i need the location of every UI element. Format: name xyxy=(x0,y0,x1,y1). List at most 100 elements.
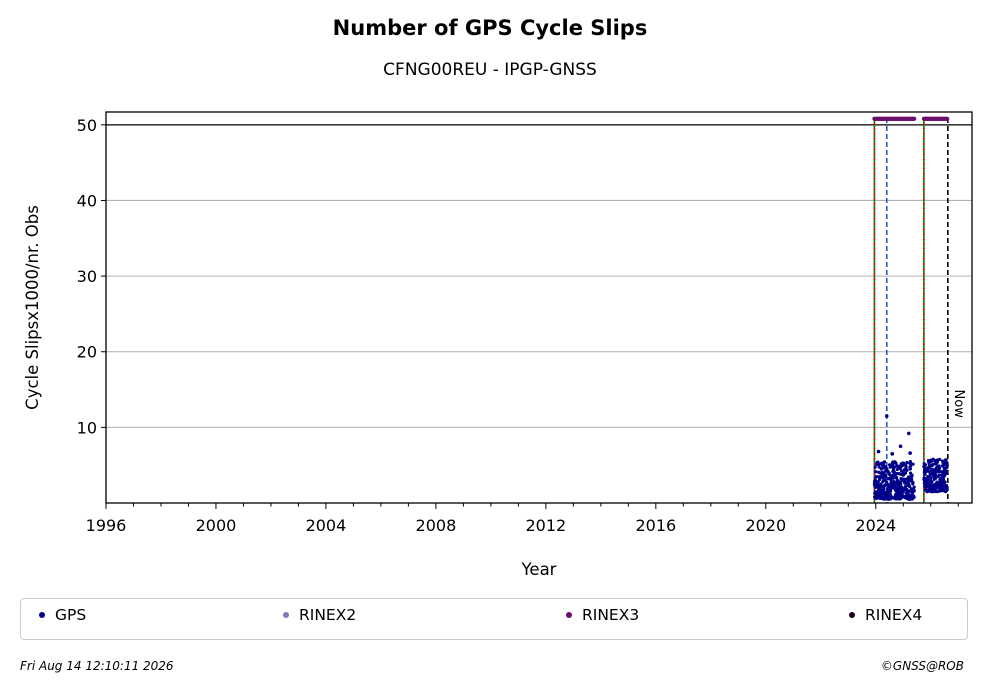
x-tick-label: 2016 xyxy=(635,516,676,535)
gps-point xyxy=(912,495,916,499)
gps-point xyxy=(873,465,877,469)
gps-point xyxy=(892,465,897,469)
gps-point xyxy=(911,481,915,485)
gps-outlier-point xyxy=(890,452,895,456)
gps-point xyxy=(938,457,942,462)
gps-point xyxy=(885,467,889,471)
gps-point xyxy=(942,486,946,490)
x-tick-label: 2024 xyxy=(855,516,896,535)
gps-point xyxy=(876,460,880,464)
gps-point xyxy=(903,481,907,485)
gps-point xyxy=(943,480,947,484)
gps-point xyxy=(944,470,949,475)
gps-point xyxy=(930,462,935,467)
gps-outlier-point xyxy=(898,444,903,449)
legend-label-rinex4: RINEX4 xyxy=(865,606,923,624)
x-tick-label: 2020 xyxy=(745,516,786,535)
gps-point xyxy=(895,467,899,472)
gps-point xyxy=(892,470,896,474)
gps-point xyxy=(910,478,914,482)
rinex3-marker-icon xyxy=(566,612,572,618)
x-tick-label: 2000 xyxy=(196,516,237,535)
gps-point xyxy=(923,472,927,476)
gps-point xyxy=(882,487,886,491)
gps-outlier-point xyxy=(908,451,912,455)
gps-point xyxy=(910,473,914,477)
y-tick-label: 30 xyxy=(77,267,97,286)
gps-point xyxy=(945,488,949,492)
gps-point xyxy=(905,460,909,465)
gps-outlier-point xyxy=(876,449,881,454)
rinex2-marker-icon xyxy=(283,612,289,618)
gps-point xyxy=(883,478,887,482)
x-tick-label: 2008 xyxy=(416,516,457,535)
x-axis-label: Year xyxy=(521,560,557,579)
gps-point xyxy=(930,480,934,484)
gps-point xyxy=(937,473,941,477)
gps-point xyxy=(934,476,938,480)
legend-item-rinex3: RINEX3 xyxy=(566,606,639,624)
gps-point xyxy=(923,463,927,467)
gps-point xyxy=(929,476,933,480)
legend-label-rinex2: RINEX2 xyxy=(299,606,357,624)
x-tick-label: 2012 xyxy=(526,516,567,535)
y-axis-label: Cycle Slipsx1000/nr. Obs xyxy=(23,205,42,410)
gps-point xyxy=(899,482,903,486)
gps-point xyxy=(873,470,878,474)
timestamp: Fri Aug 14 12:10:11 2026 xyxy=(20,659,174,673)
gps-point xyxy=(944,458,948,462)
gps-point xyxy=(941,477,946,481)
gps-point xyxy=(934,473,938,478)
legend-item-rinex2: RINEX2 xyxy=(283,606,356,624)
gps-point xyxy=(945,460,949,465)
gps-outlier-point xyxy=(884,414,889,418)
gps-outlier-point xyxy=(906,431,911,436)
credit: ©GNSS@ROB xyxy=(880,659,964,673)
gps-point xyxy=(912,489,916,493)
y-tick-label: 10 xyxy=(77,418,97,437)
gps-marker-icon xyxy=(39,612,45,618)
legend-item-rinex4: RINEX4 xyxy=(849,606,922,624)
gps-point xyxy=(908,467,913,471)
gps-point xyxy=(927,463,931,467)
legend-item-gps: GPS xyxy=(39,606,86,624)
legend: GPS RINEX2 RINEX3 RINEX4 xyxy=(20,598,968,640)
gps-point xyxy=(912,485,916,489)
gps-point xyxy=(888,473,892,477)
x-tick-label: 1996 xyxy=(86,516,127,535)
gps-point xyxy=(884,475,888,479)
rinex3-point xyxy=(945,116,950,121)
gps-point xyxy=(911,462,915,466)
legend-label-gps: GPS xyxy=(55,606,87,624)
chart-subtitle: CFNG00REU - IPGP-GNSS xyxy=(383,60,597,80)
x-tick-label: 2004 xyxy=(306,516,347,535)
gps-point xyxy=(905,468,909,472)
gps-point xyxy=(877,465,881,469)
y-tick-label: 50 xyxy=(77,116,97,135)
event-lines xyxy=(873,118,949,503)
data-points xyxy=(872,116,950,501)
gps-point xyxy=(928,465,932,470)
gps-point xyxy=(889,489,893,493)
plot-frame xyxy=(105,111,973,504)
gps-point xyxy=(903,471,908,475)
legend-label-rinex3: RINEX3 xyxy=(582,606,640,624)
y-tick-label: 40 xyxy=(77,191,97,210)
grid-lines xyxy=(106,124,972,428)
axis-ticks: 10 20 30 40 50 1996 2000 2004 2008 2012 2016 2020 20… xyxy=(77,116,959,535)
gps-point xyxy=(889,478,893,482)
gps-point xyxy=(882,460,887,464)
gps-point xyxy=(904,465,908,469)
gps-point xyxy=(880,494,884,499)
gps-point xyxy=(938,466,942,470)
gps-point xyxy=(894,475,899,479)
rinex3-point xyxy=(912,116,917,121)
rinex4-marker-icon xyxy=(849,612,855,618)
gps-point xyxy=(894,461,898,465)
chart-title: Number of GPS Cycle Slips xyxy=(332,16,648,40)
now-label: Now xyxy=(951,390,966,419)
y-tick-label: 20 xyxy=(77,343,97,362)
gps-point xyxy=(945,463,949,468)
gps-point xyxy=(908,484,912,489)
